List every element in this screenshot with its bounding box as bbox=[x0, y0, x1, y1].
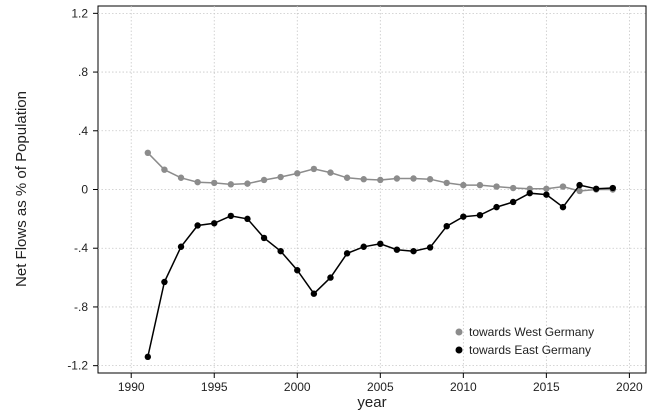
data-point-east bbox=[509, 198, 517, 206]
data-point-east bbox=[460, 213, 467, 220]
data-point-east bbox=[443, 223, 450, 230]
data-point-west bbox=[460, 181, 467, 189]
legend-label-west: towards West Germany bbox=[469, 325, 594, 339]
data-point-east bbox=[260, 234, 268, 242]
data-point-east bbox=[144, 353, 152, 361]
data-point-east bbox=[211, 220, 218, 227]
data-point-east bbox=[393, 246, 401, 253]
data-point-east bbox=[343, 250, 351, 257]
data-point-west bbox=[294, 170, 301, 177]
data-point-west bbox=[277, 173, 284, 181]
data-point-east bbox=[543, 191, 550, 198]
y-tick-label: 0 bbox=[81, 183, 88, 197]
data-point-west bbox=[559, 183, 567, 190]
data-point-west bbox=[443, 179, 450, 187]
data-point-east bbox=[426, 244, 434, 251]
data-point-west bbox=[194, 178, 201, 186]
data-point-east bbox=[609, 184, 616, 192]
y-tick-label: 1.2 bbox=[71, 6, 88, 20]
data-point-east bbox=[360, 243, 367, 250]
data-point-east bbox=[310, 290, 318, 297]
data-point-east bbox=[377, 240, 384, 248]
legend: towards West Germany towards East German… bbox=[455, 325, 594, 357]
x-tick-label: 1990 bbox=[118, 380, 145, 394]
x-tick-label: 2015 bbox=[533, 380, 560, 394]
legend-marker-west bbox=[455, 328, 463, 336]
y-tick-label: -.4 bbox=[74, 241, 88, 255]
data-point-east bbox=[526, 189, 533, 197]
data-point-west bbox=[177, 174, 185, 181]
data-point-east bbox=[227, 212, 235, 220]
data-point-west bbox=[526, 185, 533, 192]
data-point-east bbox=[244, 215, 251, 223]
data-point-west bbox=[476, 181, 484, 189]
x-tick-label: 2010 bbox=[450, 380, 477, 394]
data-point-east bbox=[559, 203, 567, 211]
data-point-west bbox=[360, 176, 367, 183]
y-tick-label: .4 bbox=[78, 124, 88, 138]
data-point-west bbox=[543, 185, 550, 192]
x-axis-title: year bbox=[357, 394, 386, 411]
data-point-east bbox=[177, 243, 185, 250]
data-point-west bbox=[393, 175, 401, 182]
y-tick-label: .8 bbox=[78, 65, 88, 79]
data-point-east bbox=[576, 181, 583, 189]
data-point-west bbox=[576, 187, 583, 195]
x-tick-label: 1995 bbox=[201, 380, 228, 394]
data-point-east bbox=[493, 203, 500, 211]
gridlines bbox=[98, 6, 646, 373]
data-point-west bbox=[211, 179, 218, 187]
y-tick-label: -1.2 bbox=[67, 359, 88, 373]
data-point-east bbox=[161, 278, 168, 286]
data-point-west bbox=[410, 175, 417, 182]
data-point-west bbox=[227, 181, 235, 188]
data-point-east bbox=[410, 247, 417, 255]
y-axis-title: Net Flows as % of Population bbox=[13, 91, 30, 287]
x-axis: 1990 1995 2000 2005 2010 2015 2020 bbox=[118, 373, 643, 394]
data-point-east bbox=[194, 222, 201, 229]
data-point-west bbox=[310, 165, 318, 173]
data-point-east bbox=[327, 274, 334, 281]
data-point-west bbox=[260, 176, 268, 184]
series-layer bbox=[144, 149, 616, 361]
y-axis: 1.2 .8 .4 0 -.4 -.8 -1.2 bbox=[67, 6, 98, 373]
data-point-west bbox=[377, 176, 384, 184]
y-tick-label: -.8 bbox=[74, 300, 88, 314]
data-point-west bbox=[161, 166, 168, 173]
data-point-west bbox=[327, 169, 334, 176]
legend-marker-east bbox=[455, 346, 463, 354]
x-tick-label: 2000 bbox=[284, 380, 311, 394]
data-point-west bbox=[426, 176, 434, 183]
data-point-west bbox=[509, 184, 517, 192]
data-point-east bbox=[592, 185, 600, 192]
data-point-east bbox=[476, 211, 484, 219]
data-point-west bbox=[343, 174, 351, 181]
x-tick-label: 2005 bbox=[367, 380, 394, 394]
x-tick-label: 2020 bbox=[616, 380, 643, 394]
data-point-east bbox=[277, 247, 284, 255]
data-point-west bbox=[144, 149, 152, 156]
data-point-east bbox=[294, 267, 301, 274]
data-point-west bbox=[244, 180, 251, 187]
legend-label-east: towards East Germany bbox=[469, 343, 591, 357]
data-point-west bbox=[493, 183, 500, 190]
